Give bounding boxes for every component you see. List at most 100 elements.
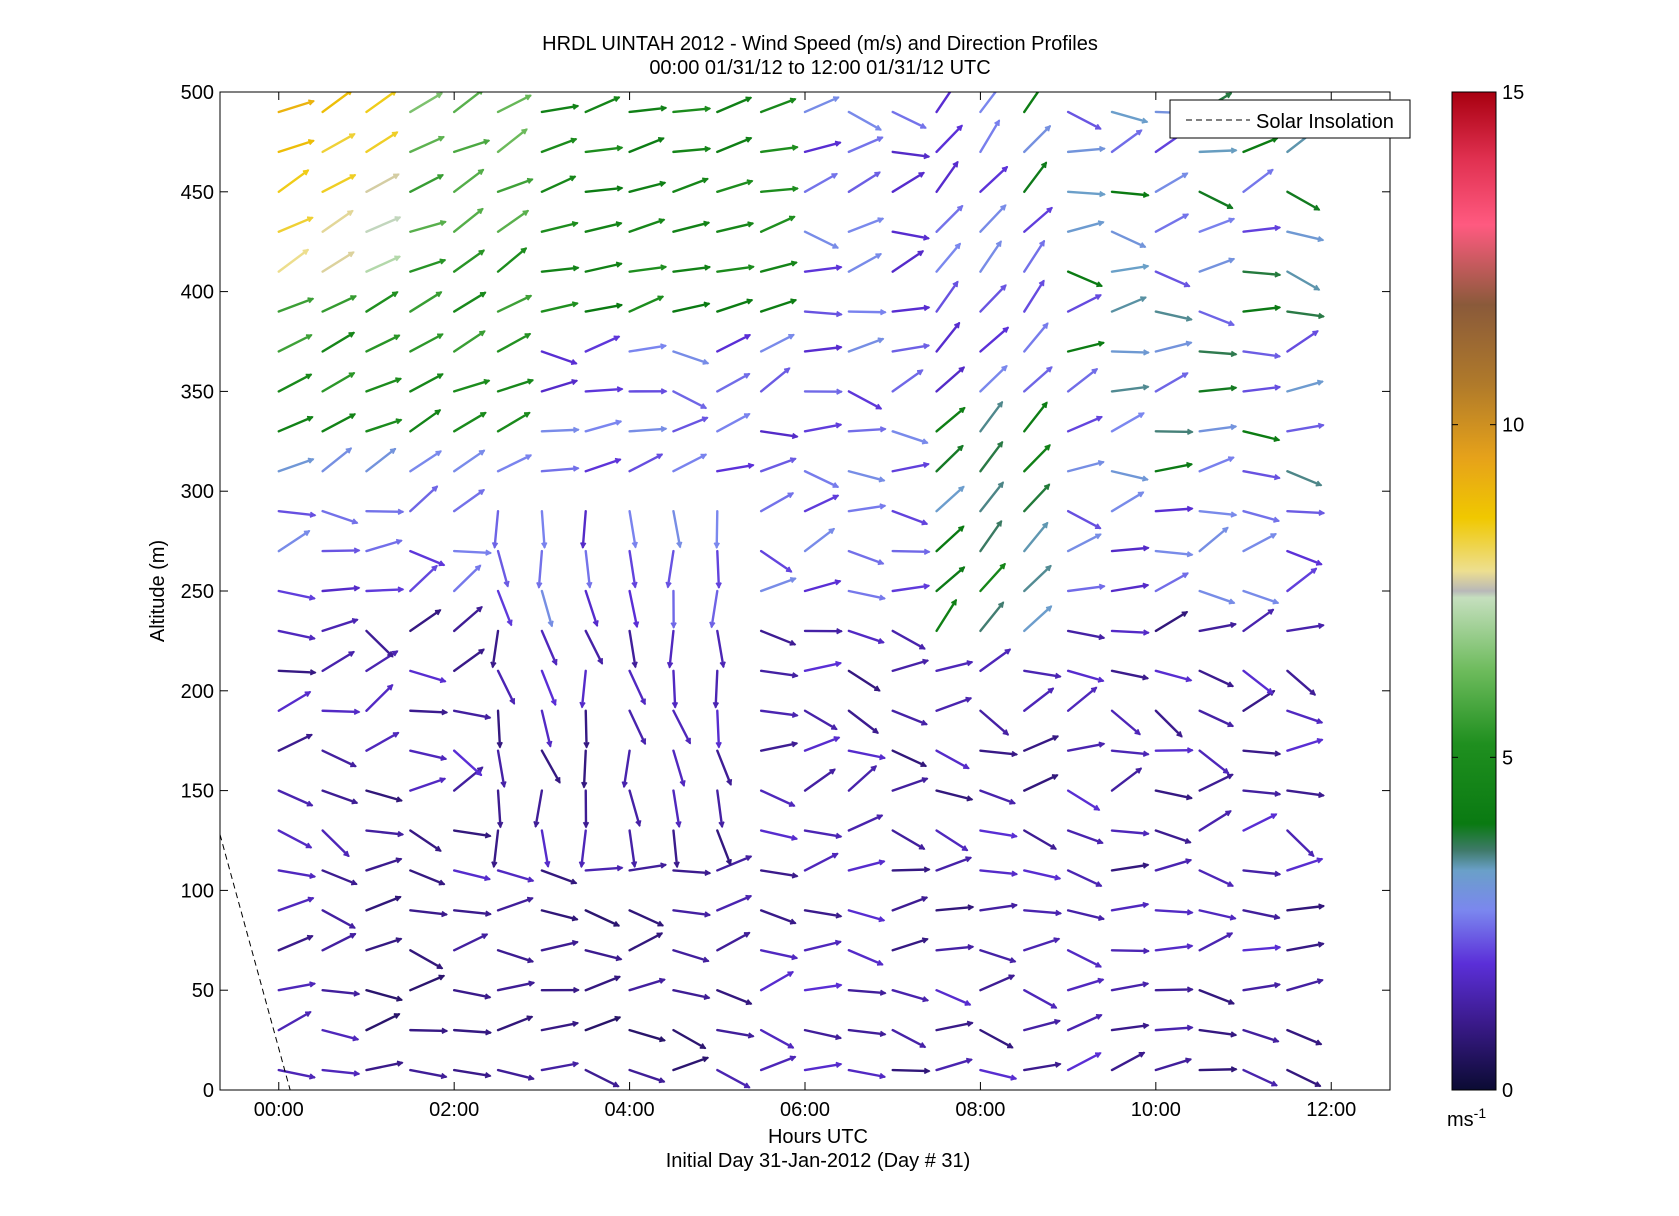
- wind-arrow-head: [1312, 330, 1319, 337]
- wind-arrow-head: [879, 753, 886, 761]
- x-axis: 00:00 02:00 04:00 06:00 08:00 10:00 12:00: [254, 92, 1356, 1121]
- wind-arrow-head: [435, 845, 442, 852]
- wind-arrow-shaft: [1110, 669, 1149, 680]
- wind-arrow: [628, 829, 638, 869]
- wind-arrow-head: [1230, 385, 1238, 392]
- wind-arrow-head: [528, 980, 536, 987]
- wind-arrow-head: [550, 699, 557, 707]
- wind-arrow-shaft: [891, 659, 929, 673]
- wind-arrow-shaft: [496, 669, 516, 705]
- wind-arrow: [277, 829, 313, 849]
- wind-arrow-shaft: [891, 150, 930, 158]
- wind-arrow-head: [1228, 998, 1235, 1005]
- wind-arrow-shaft: [496, 128, 528, 154]
- wind-arrow-shaft: [666, 549, 675, 588]
- wind-arrow: [1286, 829, 1315, 857]
- wind-arrow-shaft: [1286, 549, 1323, 566]
- wind-arrow: [496, 454, 533, 473]
- wind-arrow: [672, 989, 711, 1001]
- wind-arrow: [277, 629, 316, 641]
- wind-arrow-head: [1274, 384, 1282, 391]
- wind-arrow-head: [1042, 322, 1049, 329]
- wind-arrow-shaft: [716, 179, 753, 194]
- wind-arrow: [979, 119, 1001, 154]
- wind-arrow-head: [527, 378, 535, 385]
- wind-arrow-head: [792, 185, 799, 193]
- wind-arrow: [540, 220, 579, 233]
- wind-arrow: [1066, 977, 1105, 992]
- wind-arrow: [1242, 789, 1282, 797]
- wind-arrow-shaft: [496, 549, 509, 587]
- wind-arrow: [540, 669, 557, 707]
- wind-arrow-head: [1050, 843, 1057, 850]
- wind-arrow: [277, 457, 315, 473]
- wind-arrow-shaft: [1242, 869, 1281, 876]
- wind-arrow-head: [394, 216, 402, 222]
- wind-arrow-shaft: [891, 1028, 926, 1049]
- wind-arrow-shaft: [277, 789, 313, 807]
- wind-arrow-shaft: [979, 284, 1007, 313]
- wind-arrow-shaft: [1154, 463, 1193, 473]
- wind-arrow-shaft: [891, 777, 928, 792]
- wind-arrow-shaft: [847, 470, 885, 482]
- wind-arrow-head: [1226, 932, 1234, 939]
- wind-arrow-head: [709, 621, 716, 629]
- wind-arrow-head: [1313, 284, 1321, 291]
- wind-arrow: [803, 768, 836, 792]
- wind-arrow-shaft: [584, 629, 604, 665]
- wind-arrow-shaft: [584, 262, 623, 273]
- wind-arrow: [409, 777, 447, 792]
- wind-arrow: [321, 509, 359, 525]
- wind-arrow-shaft: [365, 92, 397, 114]
- wind-arrow: [628, 425, 668, 433]
- wind-arrow-shaft: [365, 255, 401, 273]
- wind-arrow-shaft: [409, 135, 445, 154]
- wind-arrow: [1242, 168, 1274, 194]
- wind-arrow-head: [879, 594, 886, 601]
- wind-arrow-shaft: [672, 989, 710, 999]
- wind-arrow: [1198, 773, 1234, 792]
- wind-arrow-head: [490, 661, 497, 669]
- wind-arrow-head: [832, 494, 840, 501]
- wind-arrow-head: [1045, 564, 1052, 572]
- wind-arrow: [321, 789, 359, 805]
- wind-arrow: [891, 989, 930, 1003]
- wind-arrow-head: [919, 643, 926, 650]
- wind-arrow-head: [438, 879, 446, 886]
- wind-arrow-head: [1308, 850, 1315, 857]
- wind-arrow-head: [395, 418, 403, 425]
- wind-arrow: [803, 527, 836, 553]
- wind-arrow: [672, 909, 712, 918]
- colorbar-gradient: [1451, 91, 1497, 1091]
- wind-arrow-shaft: [979, 749, 1018, 756]
- wind-arrow-head: [715, 582, 722, 589]
- wind-arrow-head: [745, 855, 753, 862]
- wind-arrow: [277, 669, 317, 676]
- wind-arrow-shaft: [847, 629, 885, 644]
- wind-arrow-head: [1186, 909, 1194, 916]
- wind-arrow: [496, 709, 503, 749]
- wind-arrow-head: [1009, 957, 1017, 964]
- wind-arrow-head: [836, 627, 843, 635]
- wind-arrow-shaft: [1198, 709, 1234, 728]
- wind-arrow: [1154, 310, 1193, 322]
- wind-arrow-shaft: [759, 492, 794, 513]
- wind-arrow-head: [307, 457, 315, 464]
- wind-arrow-shaft: [1110, 491, 1145, 513]
- wind-arrow-shaft: [1286, 190, 1320, 211]
- wind-arrow-head: [704, 105, 712, 113]
- wind-arrow: [277, 297, 315, 313]
- wind-arrow-shaft: [1110, 264, 1149, 273]
- wind-arrow-shaft: [277, 982, 316, 992]
- wind-arrow: [321, 1028, 360, 1042]
- wind-arrow-head: [1098, 914, 1105, 922]
- wind-arrow: [935, 856, 973, 872]
- wind-arrow-shaft: [759, 145, 799, 154]
- wind-arrow-shaft: [803, 736, 840, 752]
- wind-arrow: [1198, 589, 1236, 605]
- wind-arrow-head: [387, 651, 394, 658]
- wind-arrow-shaft: [540, 428, 580, 433]
- wind-arrow-head: [702, 177, 709, 184]
- wind-arrow: [452, 989, 492, 1000]
- wind-arrow-shaft: [409, 909, 448, 916]
